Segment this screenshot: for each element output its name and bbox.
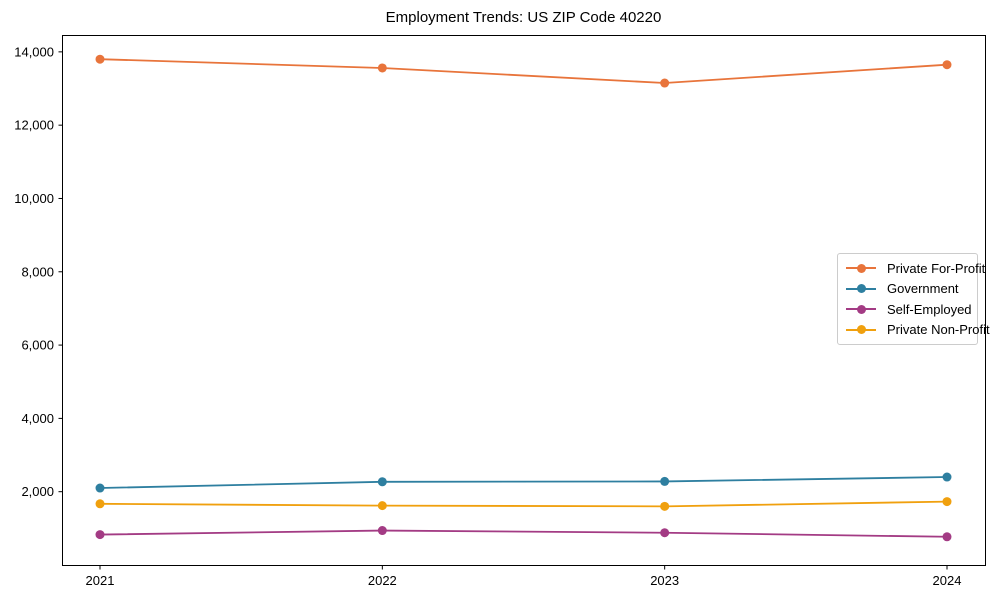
y-axis-tick-label: 4,000 xyxy=(21,411,54,426)
legend-line-marker-icon xyxy=(846,284,876,294)
data-point-private-for-profit xyxy=(942,60,952,70)
legend-item-private-for-profit: Private For-Profit xyxy=(846,258,985,279)
series-line-private-for-profit xyxy=(99,58,948,84)
series-line-government xyxy=(99,476,948,489)
data-point-self-employed xyxy=(377,526,387,536)
data-point-self-employed xyxy=(660,528,670,538)
legend-line-marker-icon xyxy=(846,304,876,314)
plot-frame xyxy=(62,35,986,566)
x-axis-tick-label: 2021 xyxy=(86,573,115,588)
legend-label: Private Non-Profit xyxy=(887,322,990,338)
legend-line-marker-icon xyxy=(846,325,876,335)
data-point-private-non-profit xyxy=(95,499,105,509)
chart-title: Employment Trends: US ZIP Code 40220 xyxy=(385,9,662,26)
data-point-private-for-profit xyxy=(377,63,387,73)
data-point-government xyxy=(95,483,105,493)
data-point-private-non-profit xyxy=(660,501,670,511)
legend-item-government: Government xyxy=(846,279,969,300)
y-axis-tick-label: 2,000 xyxy=(21,484,54,499)
series-line-self-employed xyxy=(99,529,948,538)
data-point-self-employed xyxy=(942,532,952,542)
data-point-private-for-profit xyxy=(660,78,670,88)
data-point-private-non-profit xyxy=(377,501,387,511)
y-axis-tick-label: 8,000 xyxy=(21,264,54,279)
y-axis-tick-label: 10,000 xyxy=(14,191,54,206)
legend: Private For-Profit Government Self-Employe… xyxy=(837,253,990,345)
legend-item-private-non-profit: Private Non-Profit xyxy=(846,320,990,341)
y-axis-tick-label: 6,000 xyxy=(21,338,54,353)
data-point-government xyxy=(942,472,952,482)
x-axis-tick-label: 2022 xyxy=(368,573,397,588)
legend-label: Self-Employed xyxy=(887,301,972,317)
y-axis-tick-label: 12,000 xyxy=(14,118,54,133)
legend-item-self-employed: Self-Employed xyxy=(846,299,972,320)
data-point-private-non-profit xyxy=(942,497,952,507)
y-axis-tick-label: 14,000 xyxy=(14,44,54,59)
data-point-government xyxy=(660,476,670,486)
x-axis-tick-label: 2023 xyxy=(650,573,679,588)
x-axis-tick-label: 2024 xyxy=(933,573,962,588)
legend-line-marker-icon xyxy=(846,263,876,273)
series-line-private-non-profit xyxy=(99,500,948,508)
data-point-private-for-profit xyxy=(95,54,105,64)
data-point-self-employed xyxy=(95,530,105,540)
legend-label: Government xyxy=(887,281,959,297)
legend-label: Private For-Profit xyxy=(887,260,986,276)
data-point-government xyxy=(377,477,387,487)
